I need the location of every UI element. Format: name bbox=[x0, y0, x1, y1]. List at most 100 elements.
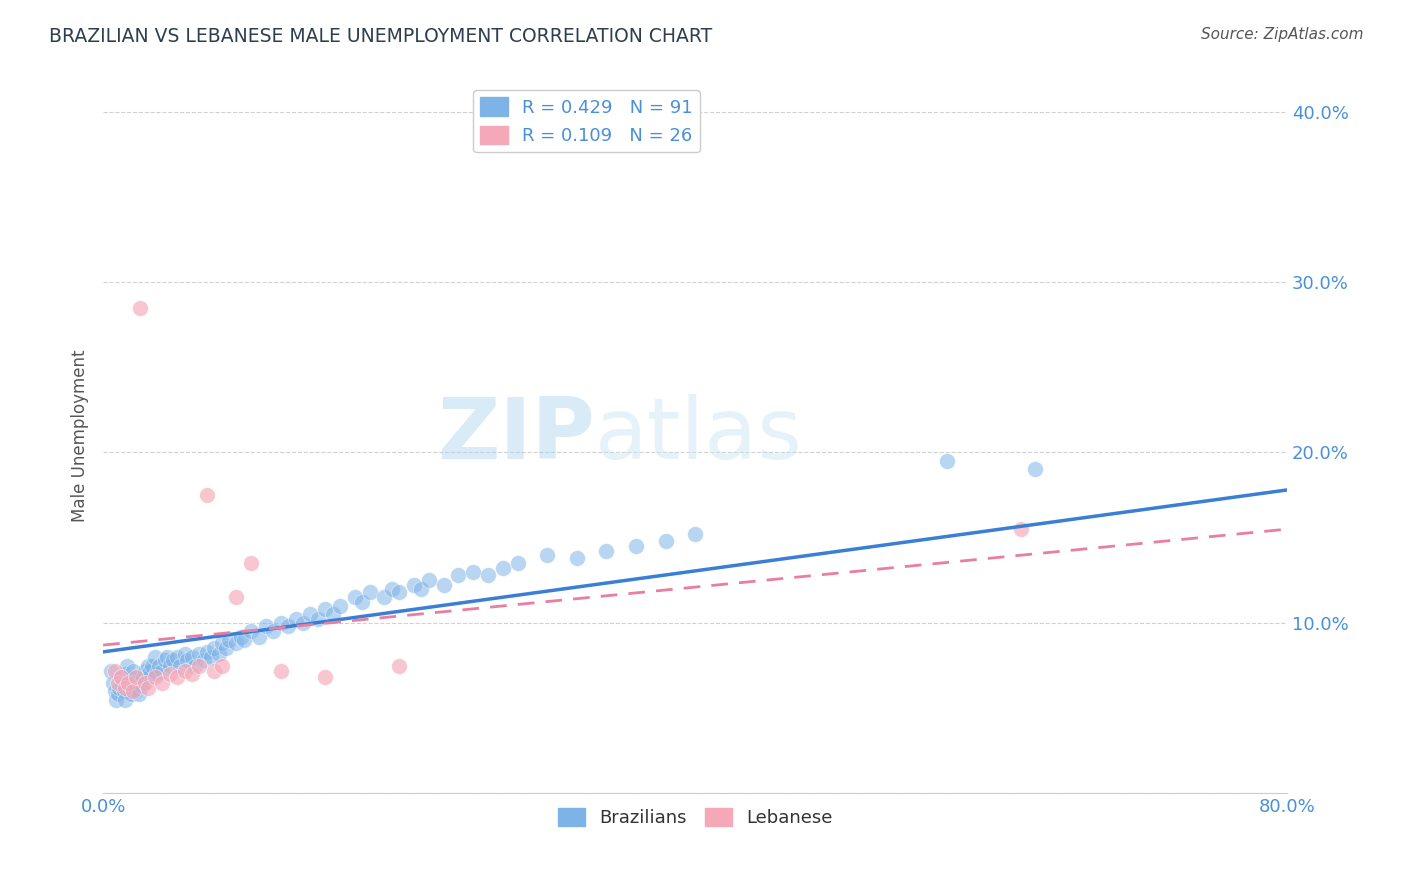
Point bbox=[166, 650, 188, 665]
Point bbox=[595, 544, 617, 558]
Point bbox=[202, 641, 225, 656]
Point bbox=[159, 658, 181, 673]
Point bbox=[202, 664, 225, 678]
Point bbox=[284, 612, 307, 626]
Point bbox=[145, 667, 167, 681]
Point bbox=[935, 454, 957, 468]
Point bbox=[359, 585, 381, 599]
Point bbox=[225, 636, 247, 650]
Point bbox=[411, 582, 433, 596]
Point bbox=[128, 688, 150, 702]
Point bbox=[1010, 522, 1032, 536]
Point bbox=[150, 675, 173, 690]
Point bbox=[181, 650, 204, 665]
Point bbox=[225, 591, 247, 605]
Point bbox=[103, 675, 125, 690]
Point bbox=[373, 591, 395, 605]
Point bbox=[169, 658, 191, 673]
Point bbox=[565, 551, 588, 566]
Point bbox=[207, 647, 229, 661]
Point bbox=[159, 667, 181, 681]
Point bbox=[654, 534, 676, 549]
Point bbox=[307, 612, 329, 626]
Point bbox=[125, 684, 148, 698]
Point bbox=[402, 578, 425, 592]
Point bbox=[104, 664, 127, 678]
Point bbox=[136, 658, 159, 673]
Point bbox=[118, 684, 141, 698]
Point bbox=[121, 670, 143, 684]
Point bbox=[277, 619, 299, 633]
Point bbox=[195, 488, 218, 502]
Point bbox=[112, 684, 135, 698]
Text: ZIP: ZIP bbox=[437, 394, 595, 477]
Point bbox=[138, 670, 160, 684]
Point bbox=[136, 681, 159, 695]
Point bbox=[141, 658, 163, 673]
Point bbox=[314, 670, 336, 684]
Point bbox=[115, 658, 138, 673]
Point bbox=[184, 658, 207, 673]
Text: BRAZILIAN VS LEBANESE MALE UNEMPLOYMENT CORRELATION CHART: BRAZILIAN VS LEBANESE MALE UNEMPLOYMENT … bbox=[49, 27, 713, 45]
Point bbox=[291, 615, 314, 630]
Point bbox=[447, 568, 470, 582]
Point bbox=[134, 664, 156, 678]
Point bbox=[148, 658, 170, 673]
Point bbox=[229, 630, 252, 644]
Point bbox=[155, 653, 177, 667]
Point bbox=[131, 679, 153, 693]
Y-axis label: Male Unemployment: Male Unemployment bbox=[72, 349, 89, 522]
Point bbox=[121, 684, 143, 698]
Point bbox=[232, 632, 254, 647]
Point bbox=[193, 653, 215, 667]
Point bbox=[143, 670, 166, 684]
Point bbox=[132, 670, 155, 684]
Point bbox=[110, 670, 132, 684]
Point bbox=[215, 641, 238, 656]
Point bbox=[683, 527, 706, 541]
Point bbox=[343, 591, 366, 605]
Point bbox=[114, 667, 136, 681]
Point bbox=[173, 664, 195, 678]
Point bbox=[143, 650, 166, 665]
Point bbox=[200, 650, 222, 665]
Point bbox=[211, 636, 233, 650]
Point bbox=[388, 585, 411, 599]
Legend: Brazilians, Lebanese: Brazilians, Lebanese bbox=[550, 801, 839, 834]
Point bbox=[100, 664, 122, 678]
Point bbox=[254, 619, 277, 633]
Point bbox=[270, 615, 292, 630]
Text: Source: ZipAtlas.com: Source: ZipAtlas.com bbox=[1201, 27, 1364, 42]
Point bbox=[117, 675, 139, 690]
Point bbox=[299, 607, 322, 622]
Point bbox=[111, 679, 134, 693]
Point bbox=[120, 688, 142, 702]
Point bbox=[114, 692, 136, 706]
Point bbox=[492, 561, 515, 575]
Point bbox=[166, 670, 188, 684]
Point bbox=[134, 675, 156, 690]
Point bbox=[352, 595, 374, 609]
Point bbox=[107, 688, 129, 702]
Point bbox=[173, 647, 195, 661]
Point bbox=[110, 670, 132, 684]
Point bbox=[139, 664, 162, 678]
Point bbox=[104, 684, 127, 698]
Point bbox=[114, 681, 136, 695]
Point bbox=[211, 658, 233, 673]
Point bbox=[218, 632, 240, 647]
Point bbox=[388, 658, 411, 673]
Point bbox=[195, 645, 218, 659]
Point bbox=[381, 582, 404, 596]
Point bbox=[129, 675, 152, 690]
Point bbox=[270, 664, 292, 678]
Point bbox=[107, 675, 129, 690]
Point bbox=[176, 653, 198, 667]
Point bbox=[156, 650, 179, 665]
Point bbox=[150, 664, 173, 678]
Point bbox=[240, 624, 263, 639]
Point bbox=[432, 578, 454, 592]
Point bbox=[477, 568, 499, 582]
Point bbox=[624, 539, 647, 553]
Point bbox=[188, 647, 211, 661]
